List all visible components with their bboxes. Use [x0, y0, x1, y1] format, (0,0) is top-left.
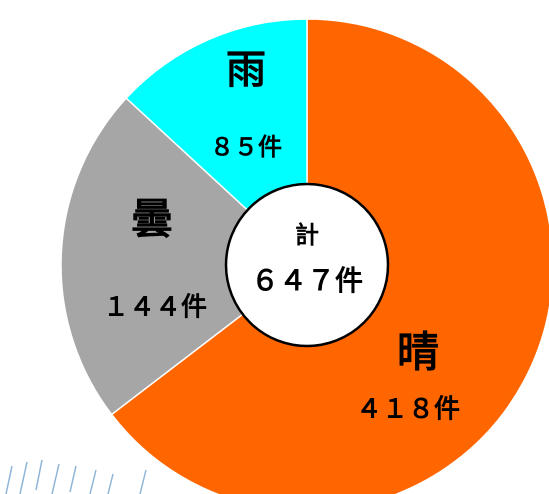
slice-value-label: ４１８件	[356, 395, 460, 425]
center-label: ６４７件	[251, 264, 363, 297]
slice-value-label: １４４件	[103, 293, 207, 323]
slice-name: 雨	[226, 47, 266, 93]
slice-value-label: ８５件	[210, 133, 282, 161]
page: 晴４１８件曇１４４件雨８５件計６４７件 (() => { const data …	[0, 0, 549, 494]
slice-name: 晴	[397, 328, 439, 377]
rain-decoration	[6, 460, 146, 494]
slice-name: 曇	[131, 195, 173, 244]
center-title: 計	[295, 221, 319, 249]
chart: 晴 ４１８件 曇 １４４件 雨 ８５件計 ６４７件	[0, 0, 549, 494]
